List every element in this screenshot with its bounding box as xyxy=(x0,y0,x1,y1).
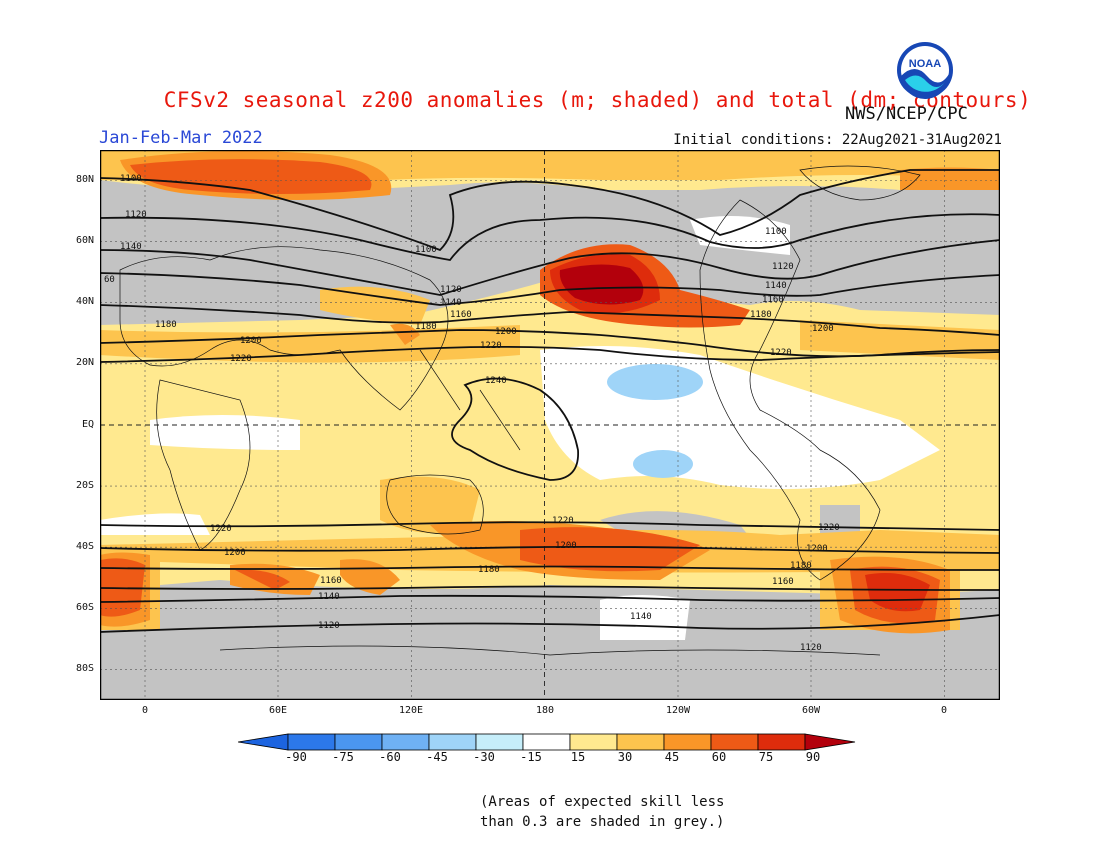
colorbar-tick: 45 xyxy=(664,750,680,764)
lon-label-60e: 60E xyxy=(268,705,288,716)
contour-label: 1120 xyxy=(125,210,147,220)
colorbar-tick: -15 xyxy=(520,750,542,764)
colorbar-tick: -45 xyxy=(426,750,448,764)
colorbar-cell xyxy=(287,733,336,751)
colorbar-ticks: -90 -75 -60 -45 -30 -15 15 30 45 60 75 9… xyxy=(0,750,1100,768)
contour-label: 1100 xyxy=(765,227,787,237)
contour-label: 1180 xyxy=(750,310,772,320)
colorbar-cell xyxy=(804,733,856,751)
initial-conditions-label: Initial conditions: 22Aug2021-31Aug2021 xyxy=(673,132,1002,148)
skill-note-line: than 0.3 are shaded in grey.) xyxy=(480,814,725,830)
contour-label: 1200 xyxy=(224,548,246,558)
contour-label: 1200 xyxy=(495,327,517,337)
contour-label: 1200 xyxy=(240,336,262,346)
agency-label: NWS/NCEP/CPC xyxy=(845,104,968,124)
contour-label: 1160 xyxy=(320,576,342,586)
contour-label: 1180 xyxy=(790,561,812,571)
colorbar-tick: -60 xyxy=(379,750,401,764)
logo-text: NOAA xyxy=(909,58,941,70)
contour-label: 1160 xyxy=(450,310,472,320)
contour-label: 1120 xyxy=(440,285,462,295)
lon-label-0-east: 0 xyxy=(940,705,948,716)
colorbar-tick: 30 xyxy=(617,750,633,764)
contour-label: 1220 xyxy=(230,354,252,364)
height-contours xyxy=(100,169,1000,633)
colorbar-tick: -90 xyxy=(285,750,307,764)
contour-label: 1140 xyxy=(440,298,462,308)
lat-label-80s: 80S xyxy=(75,663,94,674)
colorbar-tick: -30 xyxy=(473,750,495,764)
colorbar-tick: 15 xyxy=(570,750,586,764)
lon-label-180: 180 xyxy=(535,705,555,716)
lat-label-60n: 60N xyxy=(75,235,94,246)
colorbar-cell xyxy=(475,733,524,751)
anomaly-map: 1100 1120 1140 60 1180 1200 1220 1100 11… xyxy=(100,150,1000,700)
contour-label: 1120 xyxy=(318,621,340,631)
contour-label: 1100 xyxy=(120,174,142,184)
colorbar-cell xyxy=(428,733,477,751)
lat-label-20n: 20N xyxy=(75,357,94,368)
colorbar-tick: 60 xyxy=(711,750,727,764)
contour-label: 1180 xyxy=(155,320,177,330)
contour-label: 1200 xyxy=(812,324,834,334)
contour-label: 1200 xyxy=(806,544,828,554)
colorbar-cells xyxy=(238,733,856,751)
skill-note-line: (Areas of expected skill less xyxy=(480,794,725,810)
colorbar-cell xyxy=(569,733,618,751)
map-title: CFSv2 seasonal z200 anomalies (m; shaded… xyxy=(163,88,1032,112)
lat-label-60s: 60S xyxy=(75,602,94,613)
colorbar-cell xyxy=(238,733,289,751)
lon-label-60w: 60W xyxy=(801,705,821,716)
contour-label: 1160 xyxy=(772,577,794,587)
contour-label: 1180 xyxy=(478,565,500,575)
colorbar-tick: 75 xyxy=(758,750,774,764)
lat-label-40n: 40N xyxy=(75,296,94,307)
contour-label: 1100 xyxy=(415,245,437,255)
colorbar-cell xyxy=(381,733,430,751)
contour-label: 1220 xyxy=(552,516,574,526)
contour-label: 1220 xyxy=(818,523,840,533)
colorbar-cell xyxy=(663,733,712,751)
season-label: Jan-Feb-Mar 2022 xyxy=(99,128,263,148)
skill-note: (Areas of expected skill less than 0.3 a… xyxy=(400,792,820,832)
contour-label: 1220 xyxy=(480,341,502,351)
colorbar-cell xyxy=(334,733,383,751)
colorbar-cell xyxy=(616,733,665,751)
contour-label: 1180 xyxy=(415,322,437,332)
contour-labels: 1100 1120 1140 60 1180 1200 1220 1100 11… xyxy=(104,174,840,653)
lat-label-40s: 40S xyxy=(75,541,94,552)
contour-label: 1120 xyxy=(800,643,822,653)
contour-label: 1160 xyxy=(762,295,784,305)
lat-label-eq: EQ xyxy=(81,419,94,430)
colorbar-tick: 90 xyxy=(805,750,821,764)
contour-label: 1140 xyxy=(630,612,652,622)
contour-label: 1200 xyxy=(555,541,577,551)
contour-label: 1120 xyxy=(772,262,794,272)
anomaly-over-90 xyxy=(559,264,644,305)
lon-label-0: 0 xyxy=(141,705,149,716)
contour-label: 1220 xyxy=(210,524,232,534)
colorbar-cell xyxy=(757,733,806,751)
contour-label: 1240 xyxy=(485,376,507,386)
contour-label: 60 xyxy=(104,275,115,285)
colorbar xyxy=(238,733,856,751)
lon-label-120w: 120W xyxy=(665,705,691,716)
contour-label: 1140 xyxy=(318,592,340,602)
lat-label-20s: 20S xyxy=(75,480,94,491)
lon-label-120e: 120E xyxy=(398,705,424,716)
colorbar-cell xyxy=(710,733,759,751)
colorbar-cell xyxy=(522,733,571,751)
noaa-logo: NOAA xyxy=(897,42,953,100)
map-frame xyxy=(100,150,1000,700)
colorbar-tick: -75 xyxy=(332,750,354,764)
contour-label: 1140 xyxy=(120,242,142,252)
contour-label: 1140 xyxy=(765,281,787,291)
equator-and-dateline xyxy=(100,150,1000,700)
lat-label-80n: 80N xyxy=(75,174,94,185)
coastlines xyxy=(119,165,921,656)
contour-label: 1220 xyxy=(770,348,792,358)
